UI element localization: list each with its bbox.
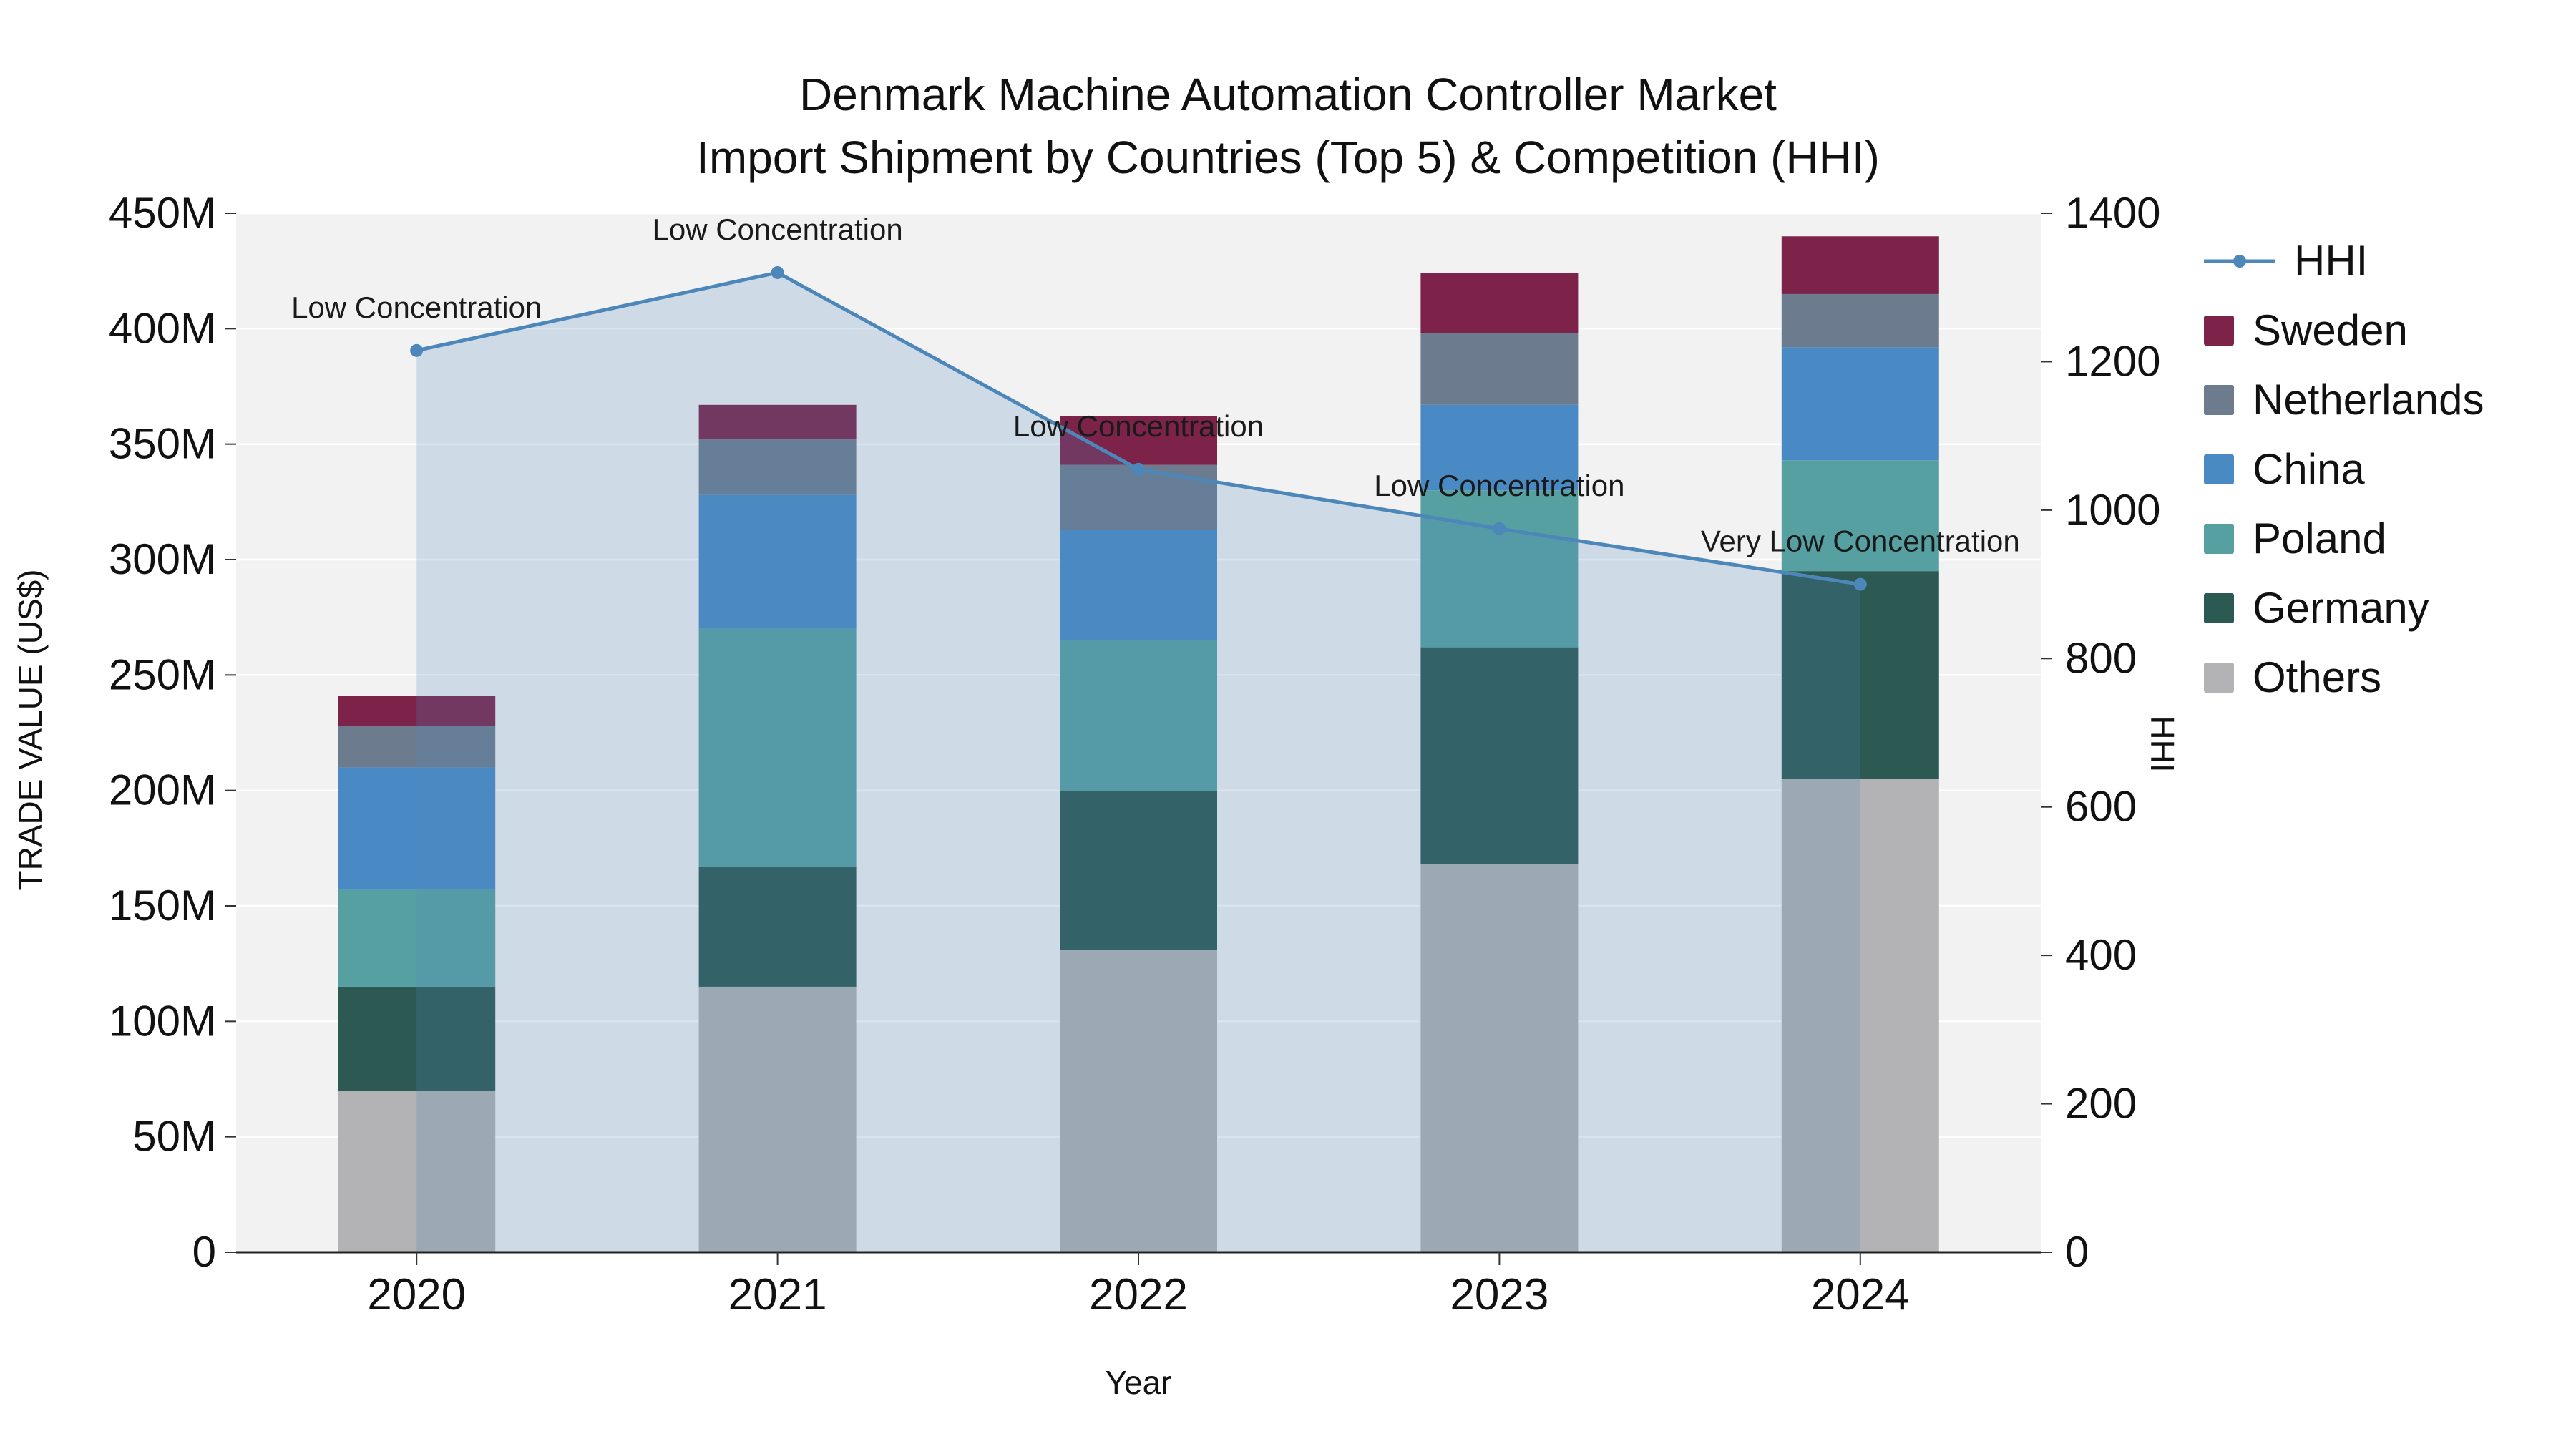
- x-tick-label-2021: 2021: [728, 1270, 827, 1319]
- annotation-2021: Low Concentration: [652, 213, 902, 246]
- chart-title-line1: Denmark Machine Automation Controller Ma…: [799, 69, 1777, 120]
- bar-segment-poland-2024: [1781, 460, 1939, 572]
- x-tick-label-2024: 2024: [1811, 1270, 1910, 1319]
- legend-swatch: [2204, 454, 2234, 484]
- hhi-marker-2024: [1853, 577, 1867, 591]
- bar-segment-poland-2020: [338, 889, 496, 987]
- bar-segment-germany-2020: [338, 986, 496, 1091]
- bar-segment-germany-2022: [1060, 790, 1217, 950]
- y-left-tick-label: 350M: [109, 420, 216, 468]
- y-left-tick-label: 450M: [109, 189, 216, 237]
- y-left-tick-label: 250M: [109, 650, 216, 698]
- bar-segment-china-2024: [1781, 347, 1939, 461]
- bar-segment-poland-2022: [1060, 640, 1217, 791]
- hhi-marker-2021: [771, 265, 784, 279]
- chart-legend: HHI Sweden Netherlands China Poland Germany Ot…: [2204, 236, 2484, 722]
- x-tick-label-2023: 2023: [1450, 1270, 1548, 1319]
- chart-title: Denmark Machine Automation Controller Ma…: [0, 63, 2576, 190]
- legend-item-china[interactable]: China: [2204, 444, 2484, 494]
- annotation-2020: Low Concentration: [291, 291, 542, 324]
- bar-segment-poland-2021: [698, 628, 857, 867]
- bar-segment-china-2021: [698, 494, 857, 629]
- y-right-tick-label: 1000: [2065, 486, 2160, 534]
- legend-item-sweden[interactable]: Sweden: [2204, 306, 2484, 355]
- legend-label: Netherlands: [2253, 376, 2484, 424]
- x-tick-label-2022: 2022: [1089, 1270, 1188, 1319]
- bar-segment-germany-2021: [698, 867, 857, 987]
- y-right-tick-label: 600: [2065, 783, 2137, 831]
- legend-swatch: [2204, 523, 2234, 554]
- bar-segment-others-2023: [1420, 864, 1579, 1252]
- bar-segment-netherlands-2024: [1781, 293, 1939, 348]
- bar-segment-others-2022: [1060, 950, 1217, 1252]
- y-right-tick-label: 1200: [2065, 337, 2160, 385]
- hhi-area: [416, 272, 1860, 1252]
- bar-segment-others-2020: [338, 1091, 496, 1252]
- y-right-tick-label: 800: [2065, 634, 2137, 682]
- y-left-tick-label: 400M: [109, 304, 216, 352]
- legend-swatch: [2204, 592, 2234, 623]
- bar-segment-poland-2023: [1420, 490, 1579, 648]
- bar-segment-sweden-2024: [1781, 236, 1939, 294]
- legend-label: China: [2253, 445, 2365, 493]
- y-left-tick-label: 300M: [109, 535, 216, 583]
- annotation-2024: Very Low Concentration: [1701, 525, 2020, 558]
- bar-segment-others-2024: [1781, 779, 1939, 1252]
- legend-item-others[interactable]: Others: [2204, 653, 2484, 702]
- hhi-marker-2023: [1493, 522, 1506, 535]
- legend-label: Poland: [2253, 514, 2386, 562]
- x-axis-label: Year: [1105, 1364, 1172, 1401]
- legend-item-hhi[interactable]: HHI: [2204, 236, 2484, 286]
- legend-item-netherlands[interactable]: Netherlands: [2204, 375, 2484, 424]
- legend-swatch: [2204, 662, 2234, 693]
- hhi-marker-2022: [1132, 462, 1145, 476]
- bar-segment-germany-2023: [1420, 647, 1579, 864]
- legend-label: Sweden: [2253, 306, 2408, 354]
- bar-segment-netherlands-2023: [1420, 333, 1579, 405]
- y-right-tick-label: 200: [2065, 1080, 2137, 1128]
- legend-label: HHI: [2294, 237, 2368, 285]
- y-right-tick-label: 400: [2065, 931, 2137, 979]
- chart-title-line2: Import Shipment by Countries (Top 5) & C…: [696, 132, 1880, 184]
- bar-segment-sweden-2023: [1420, 273, 1579, 333]
- y-left-tick-label: 50M: [132, 1113, 216, 1161]
- legend-item-poland[interactable]: Poland: [2204, 514, 2484, 563]
- legend-item-germany[interactable]: Germany: [2204, 583, 2484, 633]
- bar-segment-china-2022: [1060, 530, 1217, 640]
- bar-segment-sweden-2020: [338, 696, 496, 726]
- bar-segment-others-2021: [698, 986, 857, 1252]
- y-right-tick-label: 0: [2065, 1228, 2089, 1276]
- hhi-marker-2020: [410, 343, 424, 357]
- y-left-tick-label: 200M: [109, 766, 216, 814]
- bar-segment-china-2023: [1420, 404, 1579, 491]
- y-left-tick-label: 100M: [109, 997, 216, 1045]
- legend-swatch: [2204, 384, 2234, 415]
- legend-swatch: [2204, 315, 2234, 346]
- legend-label: Others: [2253, 653, 2382, 701]
- y-left-tick-label: 0: [192, 1228, 216, 1276]
- annotation-2022: Low Concentration: [1013, 409, 1264, 443]
- bar-segment-germany-2024: [1781, 571, 1939, 779]
- annotation-2023: Low Concentration: [1374, 469, 1624, 502]
- x-tick-label-2020: 2020: [367, 1270, 466, 1319]
- bar-segment-netherlands-2020: [338, 726, 496, 768]
- legend-label: Germany: [2253, 584, 2429, 632]
- y-left-tick-label: 150M: [109, 882, 216, 930]
- bar-segment-netherlands-2021: [698, 439, 857, 495]
- bar-segment-sweden-2021: [698, 404, 857, 440]
- y-right-tick-label: 1400: [2065, 189, 2160, 237]
- bar-segment-china-2020: [338, 767, 496, 890]
- legend-line-glyph: [2204, 254, 2275, 268]
